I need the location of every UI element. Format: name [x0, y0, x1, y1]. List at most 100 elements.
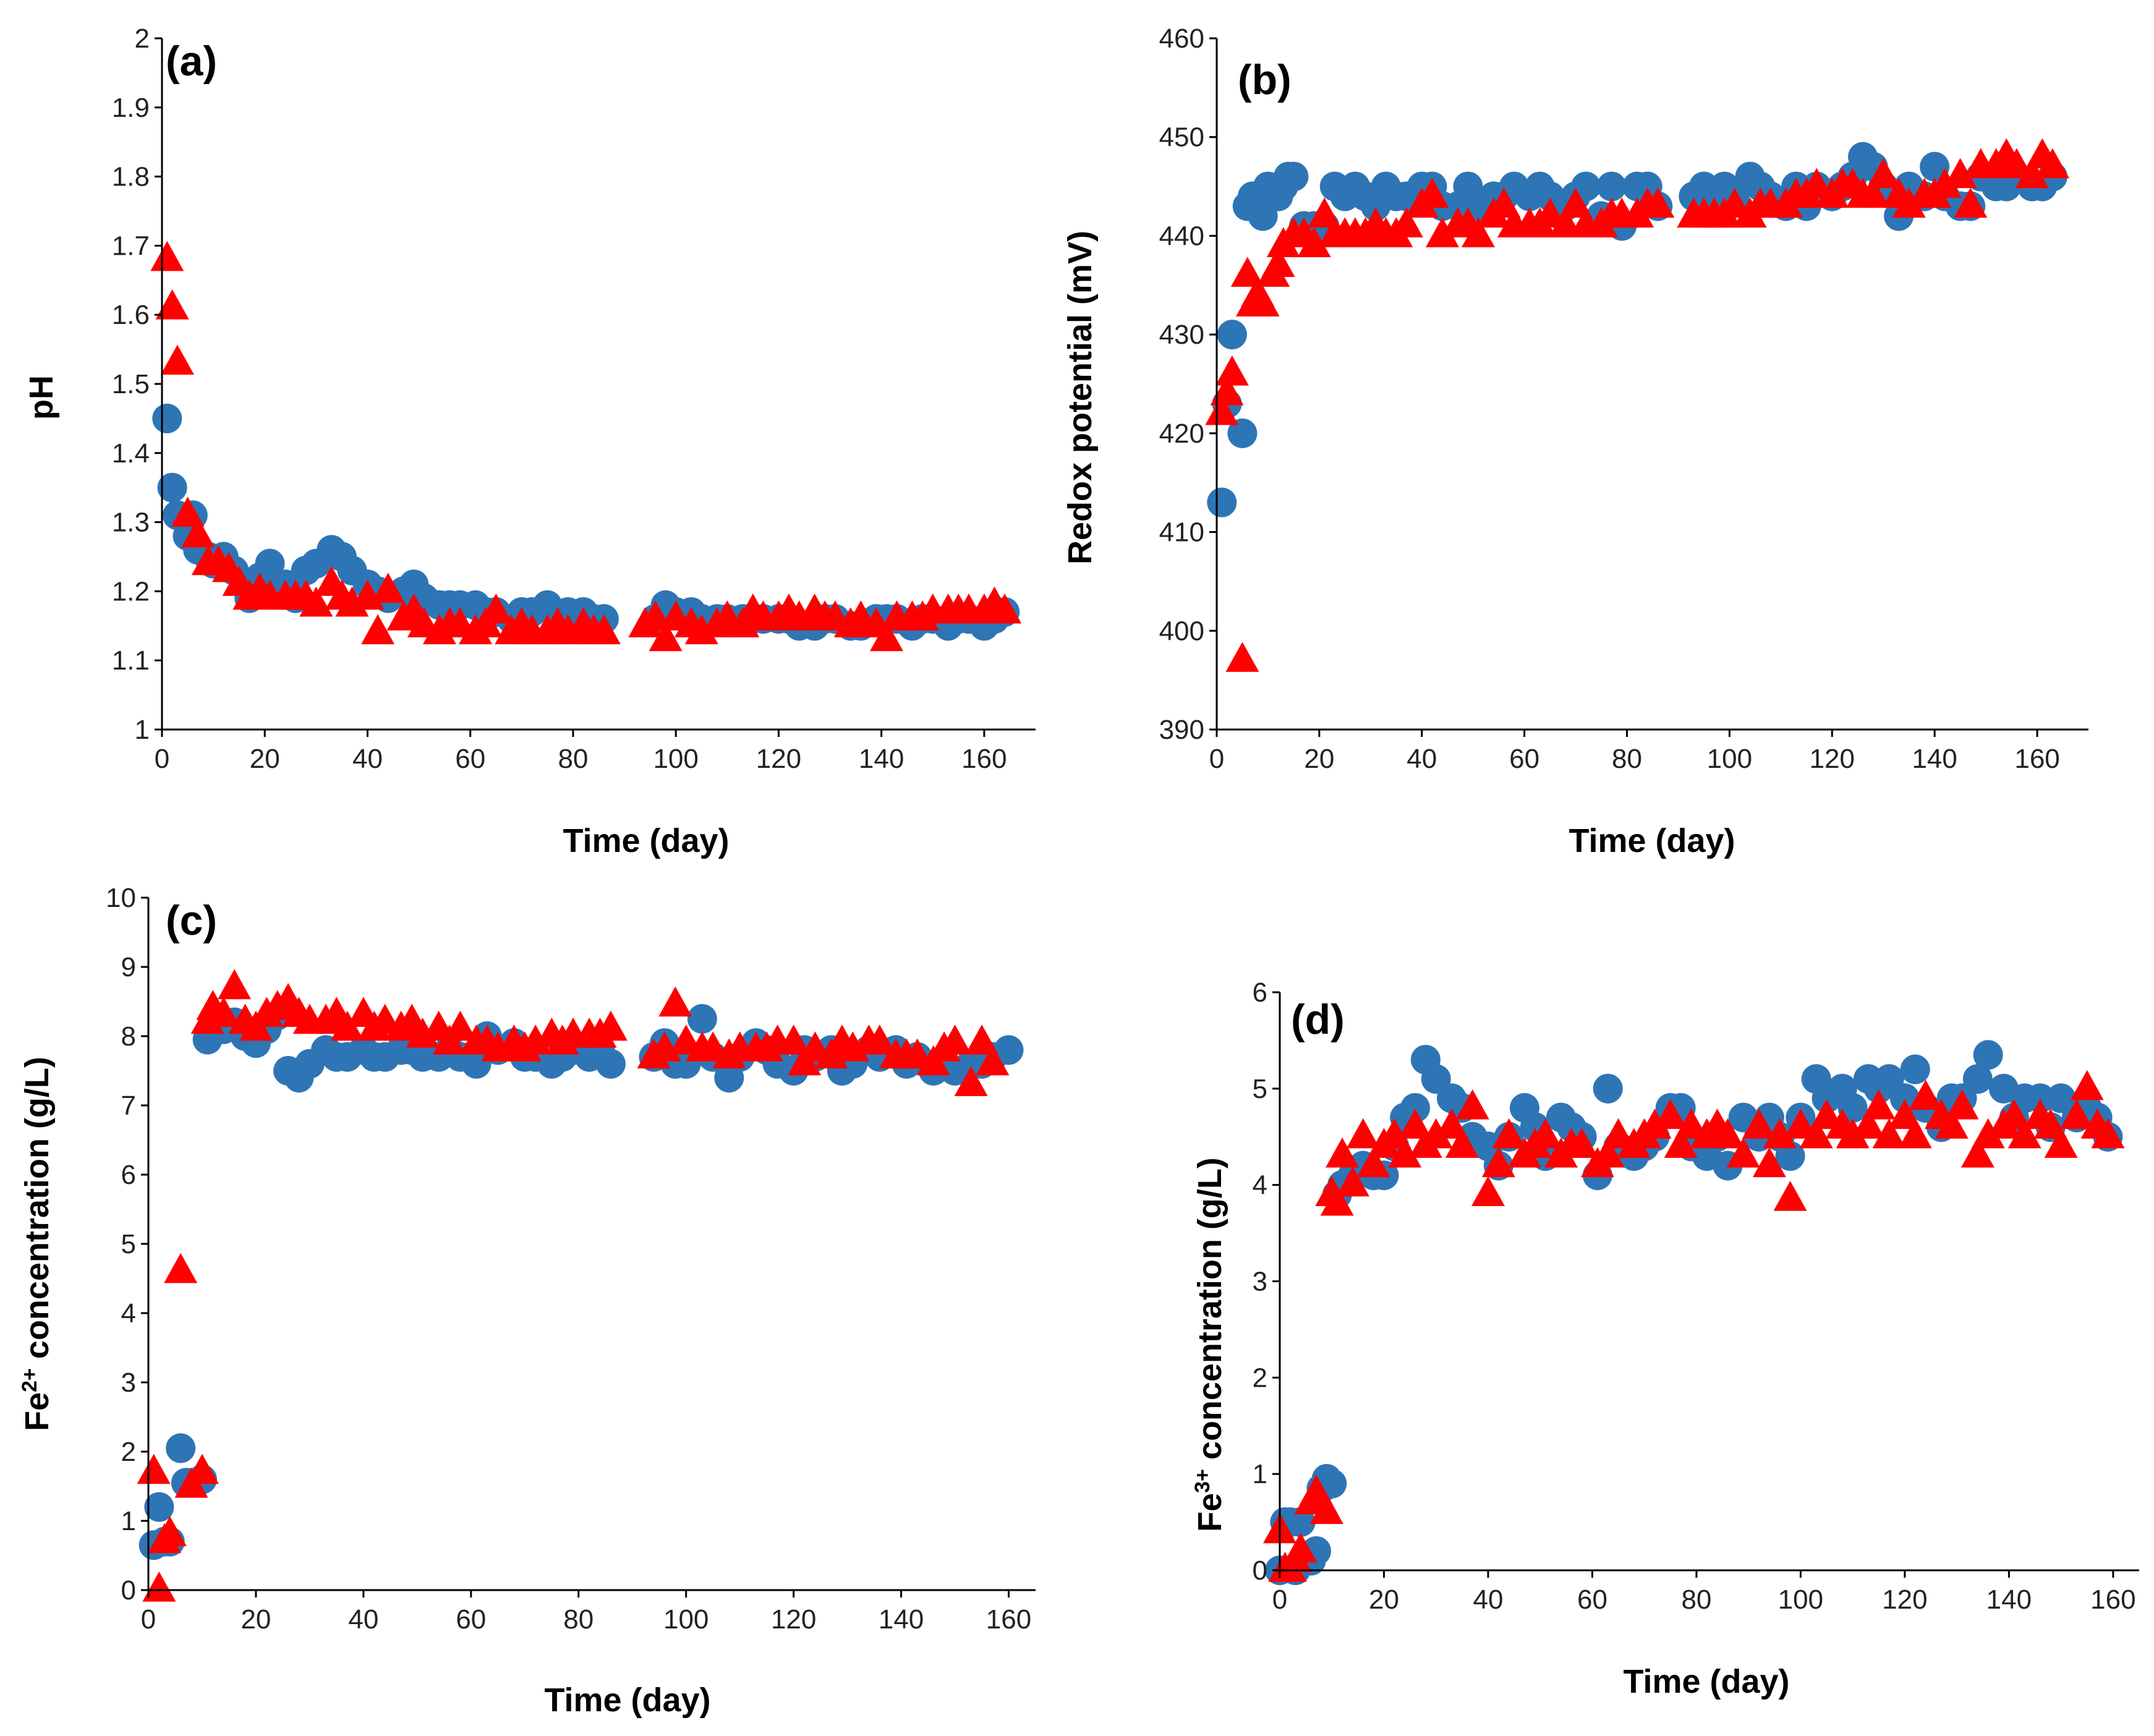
panel-c-triangle-point — [777, 1024, 811, 1055]
panel-d-triangle-point — [1492, 1118, 1526, 1149]
panel-d-triangle-point — [2044, 1128, 2078, 1158]
panel-d-triangle-point — [1356, 1147, 1390, 1178]
panel-d-x-tick-label: 140 — [1986, 1585, 2032, 1615]
panel-b-triangle-point — [1718, 187, 1752, 218]
panel-a-y-tick-label: 1.4 — [112, 438, 150, 469]
panel-a-y-tick-label: 1.9 — [112, 93, 150, 123]
panel-b-triangle-point — [2015, 158, 2049, 189]
panel-c-y-tick-label: 0 — [121, 1575, 136, 1606]
panel-d-triangle-point — [1971, 1118, 2005, 1149]
panel-b-triangle-point — [1225, 642, 1259, 672]
panel-a-x-tick-label: 60 — [455, 744, 485, 774]
panel-b-x-tick-label: 80 — [1612, 744, 1642, 774]
panel-b-circle-point — [1596, 171, 1627, 202]
panel-d-circle-point — [1900, 1054, 1930, 1084]
panel-c-x-tick-label: 0 — [141, 1604, 156, 1635]
panel-a-triangle-point — [649, 621, 683, 652]
panel-c-triangle-point — [976, 1045, 1010, 1076]
panel-c-y-tick-label: 9 — [121, 952, 136, 982]
panel-d-circle-point — [1973, 1040, 2003, 1070]
panel-d-y-tick-label: 3 — [1253, 1267, 1267, 1297]
panel-b-triangle-point — [1892, 187, 1926, 218]
panel-b-triangle-point — [1297, 227, 1331, 257]
panel-d-x-tick-label: 20 — [1369, 1585, 1399, 1615]
panel-b-x-tick-label: 20 — [1304, 744, 1334, 774]
panel-d-y-axis-title: Fe3+ concentration (g/L) — [1191, 1157, 1228, 1532]
panel-b-circle-point — [1217, 320, 1247, 350]
panel-b-triangle-point — [1215, 355, 1249, 386]
panel-c-triangle-point — [330, 1010, 364, 1041]
panel-a-triangle-point — [869, 621, 903, 652]
panel-d-triangle-point — [1455, 1089, 1489, 1120]
panel-c-triangle-point — [218, 969, 252, 1000]
panel-c-y-title-rest: concentration (g/L) — [19, 1057, 56, 1368]
panel-a-data-points — [150, 240, 1022, 652]
panel-d-triangle-point — [1799, 1118, 1833, 1149]
panel-c-circle-point — [994, 1035, 1024, 1065]
panel-d-triangle-point — [1591, 1137, 1625, 1168]
panel-a-x-tick-label: 140 — [859, 744, 904, 774]
panel-a-triangle-point — [587, 614, 621, 645]
panel-c-y-tick-label: 8 — [121, 1021, 136, 1052]
panel-d-triangle-point — [1320, 1185, 1354, 1216]
panel-d-triangle-point — [1888, 1099, 1922, 1130]
panel-b-triangle-point — [1487, 187, 1521, 218]
panel-c-y-tick-label: 6 — [121, 1160, 136, 1190]
panel-d-triangle-point — [1726, 1137, 1760, 1168]
panel-c-circle-point — [595, 1049, 626, 1079]
panel-d-triangle-point — [1601, 1118, 1635, 1149]
panel-a-x-tick-label: 0 — [155, 744, 169, 774]
panel-a-x-tick-label: 80 — [558, 744, 588, 774]
panel-c-x-tick-label: 20 — [241, 1604, 271, 1635]
panel-c-triangle-point — [954, 1066, 988, 1096]
panel-b-triangle-point — [1928, 168, 1962, 198]
panel-b-triangle-point — [1415, 177, 1449, 208]
panel-d-triangle-point — [2007, 1118, 2041, 1149]
panel-a-y-tick-label: 1.8 — [112, 162, 150, 192]
panel-c-triangle-point — [594, 1010, 628, 1041]
panel-d-triangle-point — [1935, 1108, 1969, 1139]
panel-a-triangle-point — [299, 586, 333, 617]
panel-a-y-tick-label: 1.7 — [112, 231, 150, 261]
panel-b-x-axis-title: Time (day) — [1569, 822, 1735, 859]
panel-c-x-tick-label: 40 — [348, 1604, 378, 1635]
panel-c-circle-point — [461, 1049, 492, 1079]
panel-a-triangle-point — [181, 517, 215, 548]
panel-a-y-tick-label: 1.5 — [112, 369, 150, 399]
panel-c-triangle-point — [185, 1453, 219, 1484]
panel-d-x-tick-label: 120 — [1882, 1585, 1927, 1615]
panel-a-triangle-point — [988, 593, 1022, 624]
panel-b-triangle-point — [1230, 257, 1264, 287]
panel-d-triangle-point — [2091, 1118, 2125, 1149]
panel-c-triangle-point — [137, 1453, 171, 1484]
panel-c-y-tick-label: 10 — [106, 883, 136, 913]
panel-c-triangle-point — [862, 1024, 896, 1055]
panel-d-x-tick-label: 160 — [2090, 1585, 2135, 1615]
panel-d-triangle-point — [1335, 1166, 1369, 1197]
panel-a-circle-point — [255, 548, 285, 579]
panel-a: 11.11.21.31.41.51.61.71.81.920 20 40 60 80 10… — [23, 23, 1036, 859]
panel-c-data-points — [137, 969, 1024, 1602]
panel-d-circle-point — [2025, 1083, 2055, 1113]
panel-b-triangle-point — [1641, 187, 1675, 218]
panel-b-x-tick-label: 40 — [1407, 744, 1437, 774]
panel-d-triangle-point — [2059, 1099, 2093, 1130]
panel-d-triangle-series — [1263, 1070, 2125, 1582]
panel-b-triangle-point — [1867, 158, 1901, 189]
panel-c-y-tick-label: 2 — [121, 1437, 136, 1467]
panel-a-triangle-point — [155, 289, 189, 320]
panel-c-x-axis-title: Time (day) — [544, 1682, 710, 1719]
panel-c-y-tick-label: 7 — [121, 1091, 136, 1121]
panel-d-triangle-point — [1742, 1108, 1776, 1139]
panel-b-y-tick-label: 450 — [1159, 122, 1204, 153]
panel-c-x-tick-label: 60 — [456, 1604, 486, 1635]
panel-a-triangle-series — [150, 240, 1022, 652]
panel-b-circle-point — [1227, 418, 1258, 448]
panel-d-triangle-point — [1898, 1118, 1932, 1149]
panel-c-label: (c) — [166, 897, 217, 944]
panel-d-triangle-point — [2070, 1070, 2104, 1100]
panel-b-y-tick-label: 390 — [1159, 715, 1204, 745]
panel-b-triangle-point — [1856, 177, 1890, 208]
